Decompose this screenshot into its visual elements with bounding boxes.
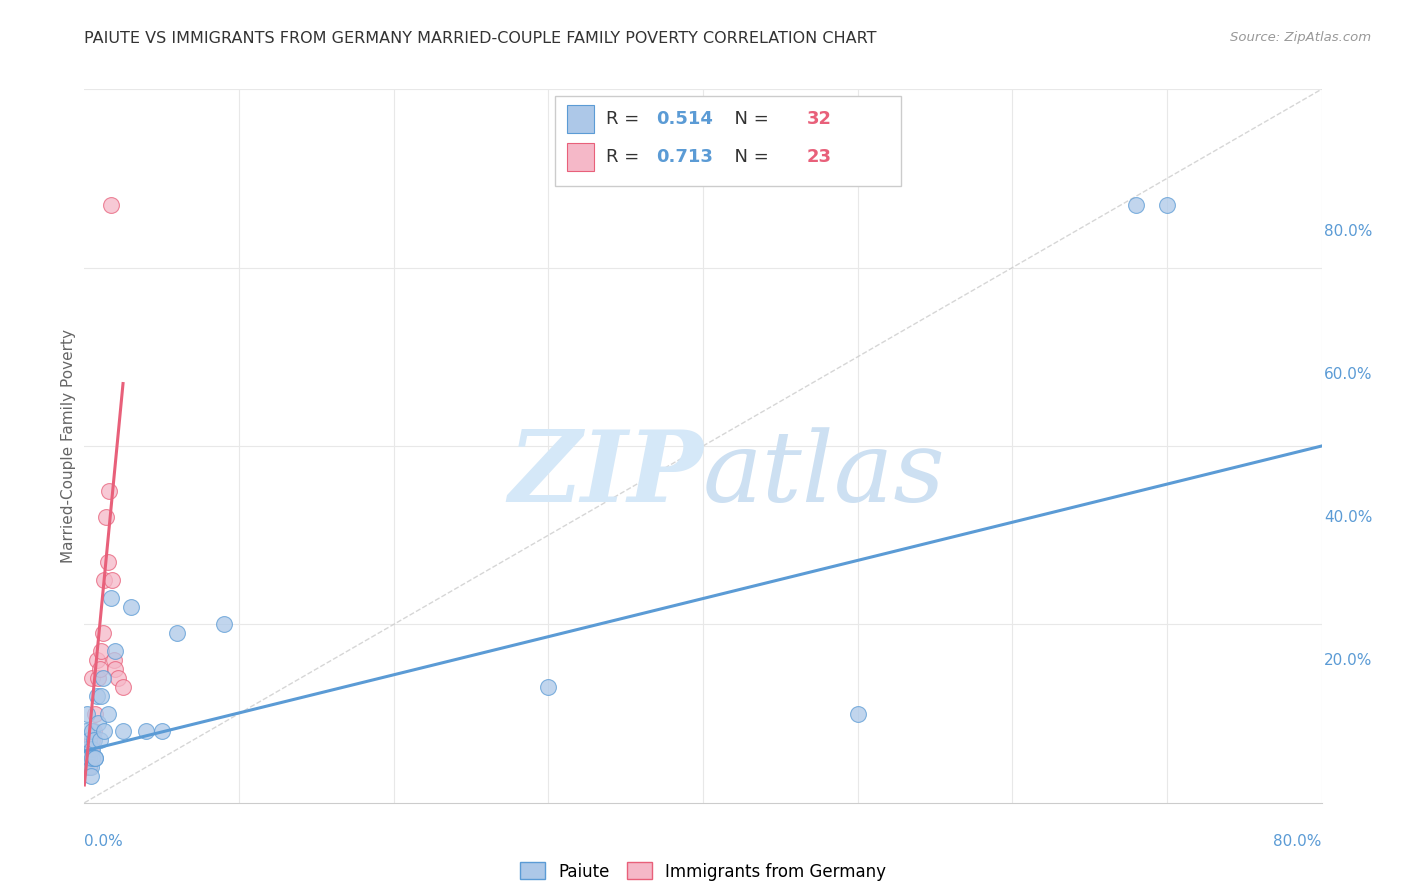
Text: N =: N = xyxy=(723,148,775,166)
Point xyxy=(91,671,114,685)
Point xyxy=(82,742,104,756)
Point xyxy=(537,680,560,694)
Point xyxy=(120,599,142,614)
Point xyxy=(96,706,118,721)
Point xyxy=(89,733,111,747)
Point xyxy=(93,573,115,587)
Text: PAIUTE VS IMMIGRANTS FROM GERMANY MARRIED-COUPLE FAMILY POVERTY CORRELATION CHAR: PAIUTE VS IMMIGRANTS FROM GERMANY MARRIE… xyxy=(84,31,877,46)
Point xyxy=(84,751,107,765)
Point xyxy=(103,653,125,667)
Point xyxy=(76,742,98,756)
Point xyxy=(150,724,173,739)
Point xyxy=(77,751,100,765)
Point xyxy=(135,724,157,739)
Point xyxy=(79,742,101,756)
Point xyxy=(166,626,188,640)
Point xyxy=(100,198,122,212)
Text: 0.713: 0.713 xyxy=(657,148,713,166)
Point xyxy=(101,573,124,587)
Point xyxy=(86,689,108,703)
Point xyxy=(82,724,104,739)
Point xyxy=(90,689,112,703)
Text: Source: ZipAtlas.com: Source: ZipAtlas.com xyxy=(1230,31,1371,45)
Point xyxy=(87,715,110,730)
Point xyxy=(76,706,98,721)
Point xyxy=(83,724,105,739)
Legend: Paiute, Immigrants from Germany: Paiute, Immigrants from Germany xyxy=(513,855,893,888)
Point xyxy=(84,751,107,765)
Point xyxy=(94,510,117,524)
Point xyxy=(112,680,135,694)
FancyBboxPatch shape xyxy=(567,105,595,134)
Point xyxy=(75,724,97,739)
Point xyxy=(79,769,101,783)
Point xyxy=(79,760,101,774)
Text: 80.0%: 80.0% xyxy=(1274,834,1322,849)
Text: R =: R = xyxy=(606,148,645,166)
Point xyxy=(84,706,107,721)
Point xyxy=(83,733,105,747)
Point xyxy=(77,760,100,774)
Point xyxy=(100,591,122,605)
Text: atlas: atlas xyxy=(703,427,946,522)
FancyBboxPatch shape xyxy=(554,96,901,186)
Text: 0.0%: 0.0% xyxy=(84,834,124,849)
Point xyxy=(93,724,115,739)
Text: 0.514: 0.514 xyxy=(657,111,713,128)
Point xyxy=(82,751,104,765)
Point xyxy=(1125,198,1147,212)
Point xyxy=(107,671,129,685)
Point xyxy=(77,733,100,747)
Text: 40.0%: 40.0% xyxy=(1324,510,1372,524)
Point xyxy=(86,653,108,667)
Text: N =: N = xyxy=(723,111,775,128)
Point xyxy=(104,644,127,658)
FancyBboxPatch shape xyxy=(567,143,595,171)
Point xyxy=(87,671,110,685)
Point xyxy=(91,626,114,640)
Point xyxy=(1156,198,1178,212)
Text: R =: R = xyxy=(606,111,645,128)
Point xyxy=(77,760,100,774)
Text: 32: 32 xyxy=(807,111,832,128)
Text: 80.0%: 80.0% xyxy=(1324,225,1372,239)
Point xyxy=(104,662,127,676)
Point xyxy=(846,706,869,721)
Point xyxy=(212,617,235,632)
Point xyxy=(96,555,118,569)
Point xyxy=(82,733,104,747)
Y-axis label: Married-Couple Family Poverty: Married-Couple Family Poverty xyxy=(60,329,76,563)
Point xyxy=(75,760,97,774)
Point xyxy=(89,662,111,676)
Text: 20.0%: 20.0% xyxy=(1324,653,1372,667)
Point xyxy=(98,483,121,498)
Point xyxy=(112,724,135,739)
Text: 23: 23 xyxy=(807,148,832,166)
Point xyxy=(90,644,112,658)
Text: 60.0%: 60.0% xyxy=(1324,368,1372,382)
Point xyxy=(76,751,98,765)
Point xyxy=(82,671,104,685)
Text: ZIP: ZIP xyxy=(508,426,703,523)
